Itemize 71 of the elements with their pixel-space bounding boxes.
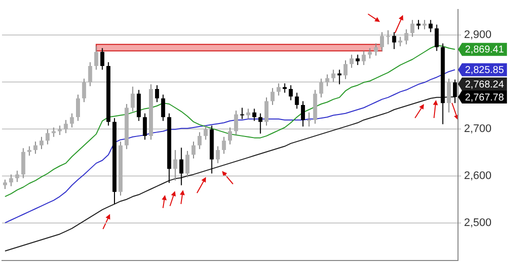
candlestick — [416, 19, 420, 30]
candlestick — [136, 89, 141, 122]
candlestick — [70, 112, 74, 128]
candlestick — [270, 88, 275, 106]
data-label: 2,869.41 — [465, 44, 504, 56]
candlestick — [142, 112, 147, 140]
candlestick — [258, 112, 262, 134]
candlestick — [337, 69, 342, 85]
candlestick — [307, 112, 312, 128]
candlestick — [192, 141, 196, 159]
candlestick — [240, 107, 244, 120]
candlestick — [410, 19, 414, 38]
candlestick — [228, 126, 232, 145]
candlestick — [88, 62, 92, 87]
candlestick — [246, 108, 250, 120]
candlestick — [264, 96, 268, 126]
candlestick — [362, 50, 366, 66]
candlestick — [82, 78, 86, 103]
candlestick — [33, 141, 38, 154]
candlestick — [155, 84, 160, 103]
candlestick — [100, 48, 104, 70]
candlestick — [216, 146, 220, 164]
candlestick — [386, 30, 390, 45]
data-label: 2,768.24 — [465, 79, 504, 90]
candlestick — [325, 74, 330, 87]
candlestick — [46, 128, 50, 145]
candlestick — [40, 136, 44, 150]
candlestick — [446, 78, 451, 113]
candlestick — [27, 146, 32, 156]
candlestick — [234, 110, 238, 136]
candlestick — [185, 150, 190, 178]
candlestick — [404, 28, 408, 45]
data-label: 2,825.85 — [465, 65, 504, 76]
candlestick — [15, 170, 20, 182]
candlestick — [398, 36, 402, 47]
candlestick — [130, 86, 135, 112]
candlestick — [179, 147, 184, 186]
candlestick — [300, 100, 305, 128]
candlestick — [434, 24, 439, 52]
y-tick-label: 2,500 — [464, 216, 492, 229]
candlestick — [356, 54, 360, 66]
candlestick — [331, 69, 336, 82]
y-tick-label: 2,600 — [464, 170, 492, 182]
candlestick — [252, 108, 256, 122]
candlestick — [344, 60, 348, 80]
candlestick — [428, 19, 433, 33]
y-tick-label: 2,700 — [464, 122, 492, 135]
candlestick — [3, 179, 8, 190]
candlestick — [76, 94, 80, 122]
candlestick — [350, 54, 354, 68]
candlestick — [422, 19, 427, 30]
candlestick — [161, 94, 166, 122]
candlestick — [288, 84, 293, 101]
y-tick-label: 2,900 — [464, 28, 492, 41]
candlestick — [21, 148, 26, 179]
candlestick — [94, 46, 98, 70]
candlestick — [173, 150, 178, 182]
candlestick — [198, 132, 202, 150]
candlestick — [276, 82, 281, 96]
candlestick — [294, 92, 299, 110]
candlestick — [64, 119, 68, 134]
candlestick — [52, 126, 56, 138]
candlestick — [9, 174, 14, 187]
candlestick — [282, 82, 287, 94]
candlestick — [392, 32, 396, 50]
candlestick — [204, 125, 208, 140]
candlestick — [319, 78, 324, 98]
candlestick — [374, 42, 378, 56]
text: 2,767.78 — [465, 92, 504, 104]
candlestick — [380, 32, 384, 52]
candlestick — [222, 136, 226, 154]
